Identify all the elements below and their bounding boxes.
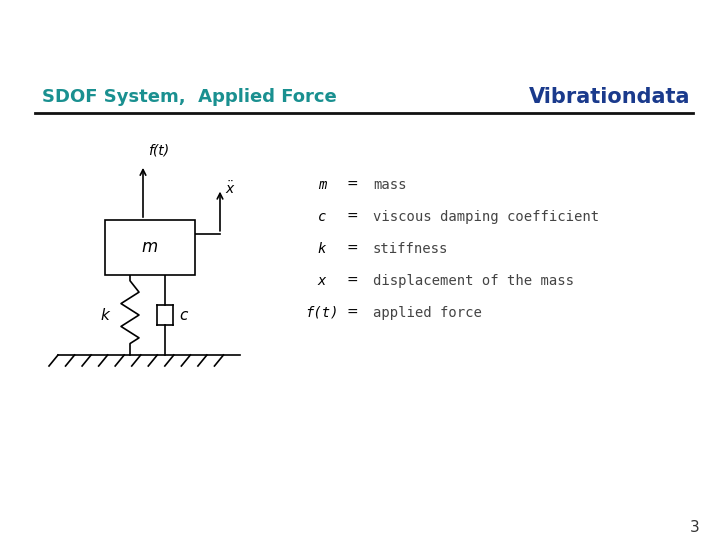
Text: SDOF System,  Applied Force: SDOF System, Applied Force xyxy=(42,88,337,106)
Text: c: c xyxy=(179,307,187,322)
Text: m: m xyxy=(318,178,326,192)
Text: =: = xyxy=(346,306,358,320)
Text: stiffness: stiffness xyxy=(373,242,449,256)
Text: Vibrationdata: Vibrationdata xyxy=(528,87,690,107)
Text: mass: mass xyxy=(373,178,407,192)
Text: x: x xyxy=(318,274,326,288)
Text: =: = xyxy=(346,210,358,224)
Text: =: = xyxy=(346,178,358,192)
Text: k: k xyxy=(101,307,109,322)
Text: m: m xyxy=(142,239,158,256)
Bar xyxy=(105,220,195,275)
Text: 3: 3 xyxy=(690,521,700,536)
Text: c: c xyxy=(318,210,326,224)
Text: displacement of the mass: displacement of the mass xyxy=(373,274,574,288)
Text: =: = xyxy=(346,274,358,288)
Text: f(t): f(t) xyxy=(148,143,169,157)
Text: viscous damping coefficient: viscous damping coefficient xyxy=(373,210,599,224)
Text: =: = xyxy=(346,242,358,256)
Text: applied force: applied force xyxy=(373,306,482,320)
Text: k: k xyxy=(318,242,326,256)
Text: $\ddot{x}$: $\ddot{x}$ xyxy=(225,180,235,197)
Text: f(t): f(t) xyxy=(305,306,338,320)
